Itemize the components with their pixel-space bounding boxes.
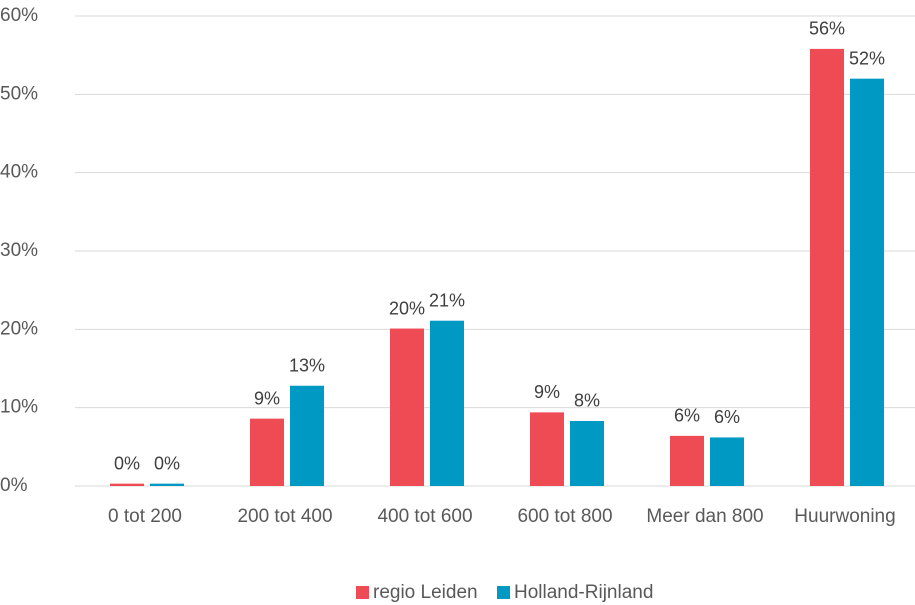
value-label: 52% [849,48,885,68]
x-tick-label: Meer dan 800 [646,506,763,527]
legend-swatch [356,586,369,599]
value-label: 56% [809,19,845,39]
value-label: 13% [289,355,325,375]
y-tick-label: 60% [0,5,38,26]
y-tick-label: 10% [0,397,38,418]
legend-label: Holland-Rijnland [514,582,653,603]
bar [850,78,884,487]
bar [150,483,184,486]
value-label: 21% [429,290,465,310]
bar [670,435,704,486]
x-tick-label: 0 tot 200 [108,506,182,527]
label-line: 0 tot 200 [108,506,182,527]
value-label: 9% [534,382,560,402]
x-tick-label: 400 tot 600 [377,506,472,527]
label-line: 600 tot 800 [517,506,612,527]
legend-swatch [497,586,510,599]
value-label: 6% [674,406,700,426]
bar [570,420,604,486]
bar [290,385,324,486]
value-label: 6% [714,407,740,427]
value-label: 0% [154,453,180,473]
value-label: 9% [254,388,280,408]
y-tick-label: 0% [0,475,28,496]
bar [710,437,744,486]
legend-label: regio Leiden [373,582,478,603]
bar [250,418,284,486]
y-tick-label: 30% [0,240,38,261]
x-tick-label: 200 tot 400 [237,506,332,527]
bar [810,48,844,487]
y-tick-label: 50% [0,83,38,104]
bar [110,483,144,486]
label-line: 200 tot 400 [237,506,332,527]
value-label: 20% [389,298,425,318]
label-line: Huurwoning [794,506,895,527]
label-line: 400 tot 600 [377,506,472,527]
value-label: 8% [574,391,600,411]
y-tick-label: 20% [0,318,38,339]
y-tick-label: 40% [0,162,38,183]
x-tick-label: 600 tot 800 [517,506,612,527]
bar [530,412,564,486]
bar [390,328,424,486]
x-tick-label: Huurwoning [794,506,895,527]
label-line: Meer dan 800 [646,506,763,527]
value-label: 0% [114,453,140,473]
bar [430,320,464,486]
